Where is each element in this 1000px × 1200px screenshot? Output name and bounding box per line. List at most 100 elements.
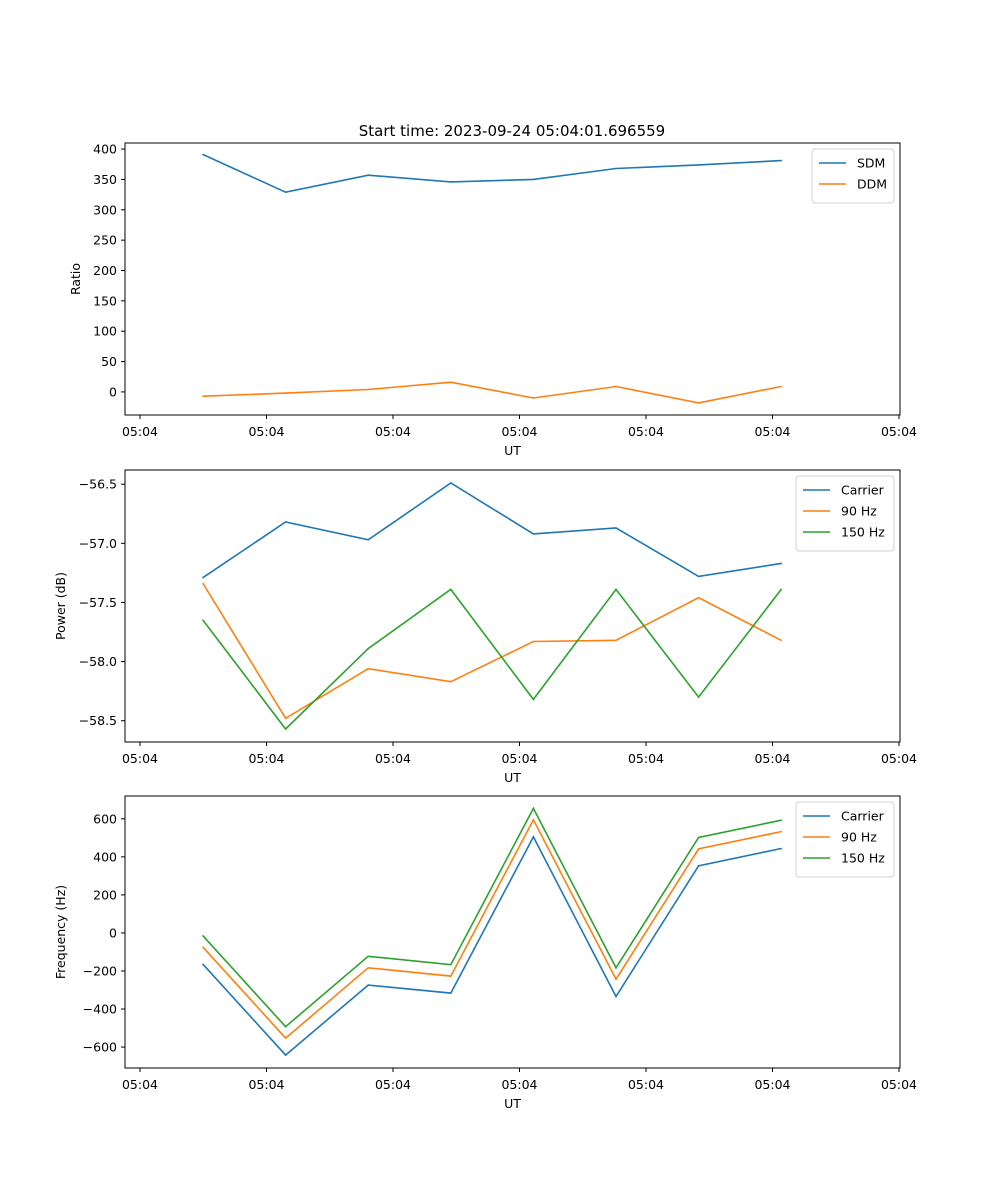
data-point (697, 848, 700, 850)
y-tick-label: 50 (101, 354, 117, 369)
y-tick-label: −600 (83, 1040, 117, 1055)
data-point (697, 836, 700, 839)
data-point (450, 975, 452, 977)
data-point (780, 562, 782, 565)
chart-title: Start time: 2023-09-24 05:04:01.696559 (359, 122, 665, 140)
data-point (532, 807, 535, 810)
axes-frame (124, 142, 901, 416)
data-point (284, 1037, 287, 1039)
data-point (532, 397, 535, 399)
data-point (780, 385, 782, 388)
data-point (615, 966, 617, 969)
y-axis-label: Ratio (68, 263, 83, 295)
x-tick-label: 05:04 (628, 1077, 664, 1092)
axes-frame (124, 469, 901, 743)
y-tick-label: −57.5 (79, 595, 117, 610)
data-point (532, 698, 535, 701)
series-line-carrier (202, 835, 782, 1057)
x-tick-label: 05:04 (628, 751, 664, 766)
x-tick-label: 05:04 (501, 751, 537, 766)
series-line-ddm (202, 381, 782, 404)
subplot-1: 0 50 100 150 200 250 300 350 400 05:04 05:04 05:04 0… (68, 142, 917, 458)
data-point (367, 955, 370, 958)
x-tick-label: 05:04 (881, 1077, 917, 1092)
legend: Carrier 90 Hz 150 Hz (795, 475, 895, 552)
data-point (284, 191, 287, 193)
data-point (697, 575, 700, 578)
x-tick-label: 05:04 (881, 751, 917, 766)
axes-frame (124, 795, 901, 1069)
data-point (780, 588, 782, 591)
data-point (615, 385, 617, 388)
y-tick-label: −57.0 (79, 536, 117, 551)
y-tick-label: −58.0 (79, 654, 117, 669)
y-tick-label: 600 (93, 811, 117, 826)
y-axis-label: Power (dB) (53, 572, 68, 640)
data-point (615, 978, 617, 980)
data-point (532, 533, 535, 535)
series-line-90-hz (202, 818, 782, 1040)
data-point (367, 174, 370, 176)
series-line-90-hz (202, 583, 782, 720)
data-point (450, 992, 452, 994)
x-tick-label: 05:04 (248, 424, 284, 439)
x-tick-label: 05:04 (122, 751, 158, 766)
legend: Carrier 90 Hz 150 Hz (795, 801, 895, 878)
data-point (780, 847, 782, 850)
legend-label: SDM (857, 156, 885, 171)
data-point (284, 392, 287, 394)
x-tick-label: 05:04 (122, 424, 158, 439)
data-point (367, 538, 370, 541)
legend-label: 150 Hz (841, 851, 885, 866)
data-point (450, 181, 452, 183)
x-axis-label: UT (504, 770, 521, 785)
data-point (367, 667, 370, 670)
data-point (202, 935, 204, 937)
y-tick-label: −200 (83, 963, 117, 978)
series-line-sdm (202, 153, 782, 194)
x-tick-label: 05:04 (501, 424, 537, 439)
data-point (202, 619, 204, 621)
x-axis-label: UT (504, 443, 521, 458)
legend-label: Carrier (841, 483, 885, 498)
y-tick-label: 0 (109, 384, 117, 399)
data-point (284, 717, 287, 720)
data-point (202, 582, 204, 585)
data-point (780, 639, 782, 642)
data-point (780, 819, 782, 821)
x-tick-label: 05:04 (122, 1077, 158, 1092)
y-tick-label: 150 (93, 293, 117, 308)
y-tick-label: 350 (93, 172, 117, 187)
y-tick-label: 400 (93, 849, 117, 864)
subplot-3: −600 −400 −200 0 200 400 600 05:04 05:04 05:04 05:… (53, 795, 917, 1111)
x-tick-label: 05:04 (754, 751, 790, 766)
data-point (450, 482, 452, 484)
y-tick-label: −400 (83, 1002, 117, 1017)
y-tick-label: 0 (109, 925, 117, 940)
subplot-2: −58.5 −58.0 −57.5 −57.0 −56.5 05:04 05:04 05:04… (53, 469, 917, 785)
x-tick-label: 05:04 (754, 424, 790, 439)
data-point (697, 865, 700, 867)
data-point (615, 588, 617, 591)
x-tick-label: 05:04 (375, 424, 411, 439)
x-tick-label: 05:04 (248, 751, 284, 766)
x-tick-label: 05:04 (248, 1077, 284, 1092)
data-point (202, 395, 204, 397)
data-point (697, 402, 700, 404)
x-tick-label: 05:04 (881, 424, 917, 439)
data-point (202, 963, 204, 966)
y-tick-label: 250 (93, 233, 117, 248)
data-point (697, 596, 700, 599)
data-point (284, 1025, 287, 1028)
x-axis-label: UT (504, 1096, 521, 1111)
data-point (284, 521, 287, 523)
data-point (532, 836, 535, 838)
legend-label: DDM (857, 177, 887, 192)
data-point (615, 167, 617, 170)
data-point (780, 830, 782, 833)
data-point (367, 966, 370, 969)
series-line-150-hz (202, 588, 782, 731)
legend-label: 150 Hz (841, 525, 885, 540)
data-point (697, 696, 700, 698)
